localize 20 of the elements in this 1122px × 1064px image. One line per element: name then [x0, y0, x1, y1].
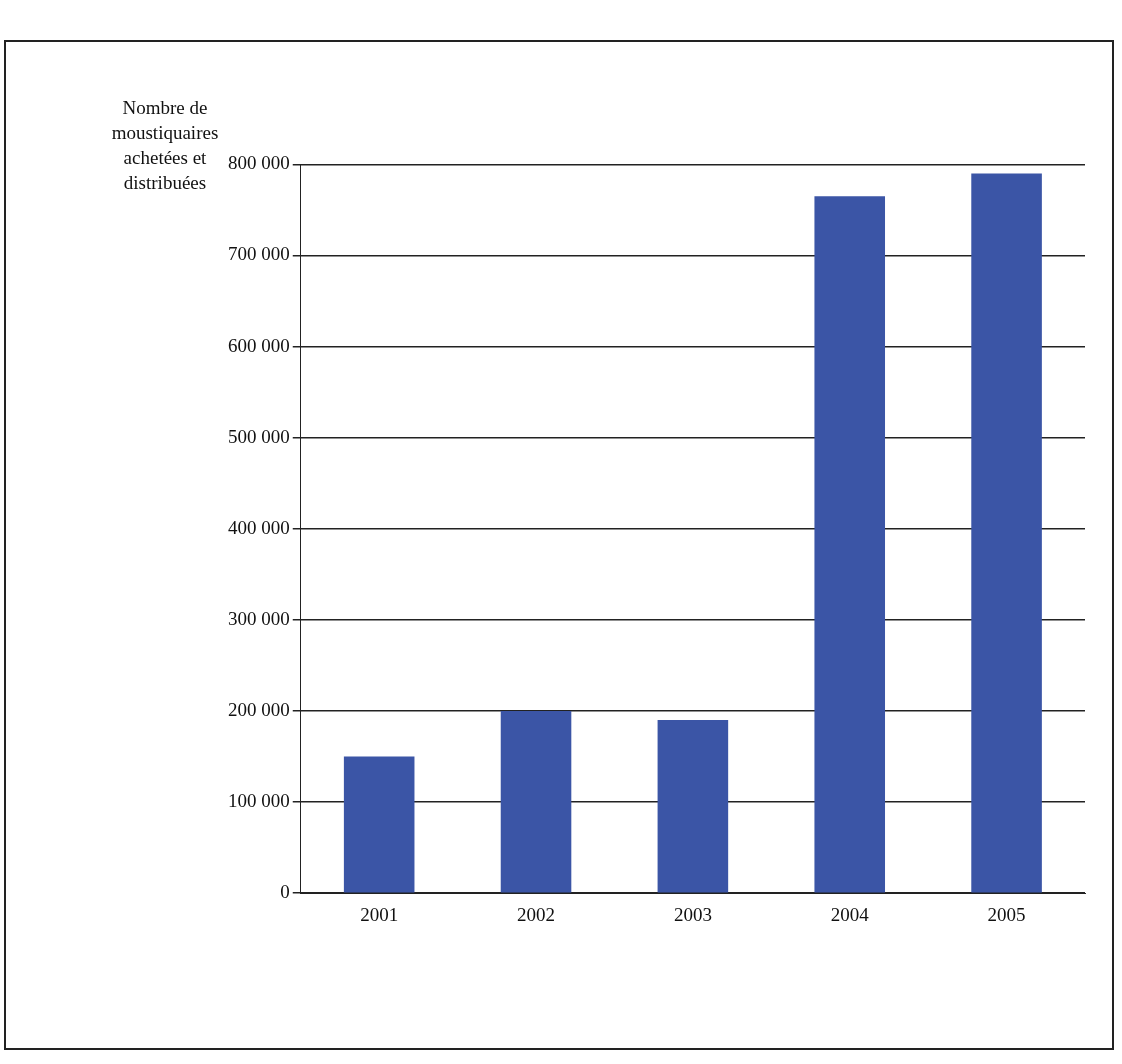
- y-tick-label: 300 000: [228, 607, 290, 629]
- bar: [343, 756, 415, 893]
- y-tick-label: 200 000: [228, 698, 290, 720]
- bar: [971, 173, 1042, 893]
- y-tick-label: 500 000: [228, 425, 290, 447]
- y-tick-label: 600 000: [228, 334, 290, 356]
- x-tick-label: 2003: [673, 903, 712, 925]
- y-tick-label: 700 000: [228, 243, 290, 265]
- bar: [657, 720, 729, 893]
- y-tick-label: 800 000: [228, 152, 290, 174]
- x-tick-label: 2001: [360, 903, 399, 925]
- y-tick-label: 100 000: [228, 790, 290, 812]
- x-tick-label: 2004: [830, 903, 870, 925]
- x-tick-label: 2005: [987, 903, 1026, 925]
- bar: [814, 196, 886, 893]
- bar: [500, 711, 572, 893]
- y-tick-label: 400 000: [228, 516, 290, 538]
- y-axis-title: Nombre de moustiquaires achetées et distribuées: [111, 97, 219, 193]
- y-tick-label: 0: [280, 881, 290, 903]
- x-tick-label: 2002: [517, 903, 556, 925]
